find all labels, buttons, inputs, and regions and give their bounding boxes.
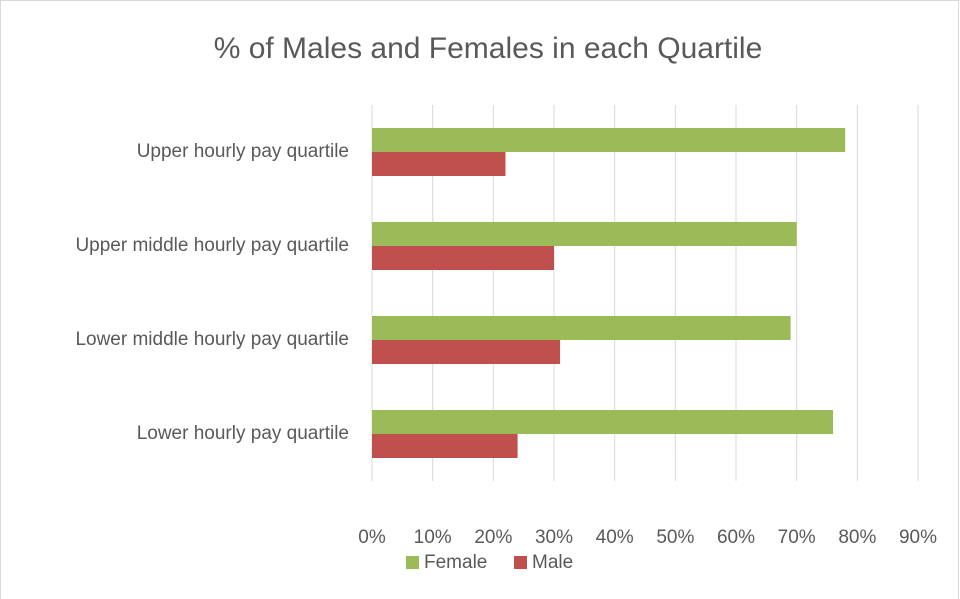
x-tick-label: 50%: [656, 527, 694, 548]
x-tick-label: 10%: [414, 527, 452, 548]
bar: [372, 152, 506, 176]
x-tick-label: 20%: [474, 527, 512, 548]
x-tick-label: 70%: [778, 527, 816, 548]
legend-swatch: [514, 556, 527, 569]
y-tick-label: Upper middle hourly pay quartile: [75, 235, 349, 256]
legend-label: Female: [424, 552, 487, 573]
y-tick-label: Upper hourly pay quartile: [137, 141, 349, 162]
x-tick-label: 0%: [358, 527, 386, 548]
bar: [372, 410, 834, 434]
x-tick-label: 40%: [596, 527, 634, 548]
bar: [372, 222, 797, 246]
x-tick-label: 30%: [535, 527, 573, 548]
x-tick-label: 60%: [717, 527, 755, 548]
chart-title: % of Males and Females in each Quartile: [214, 32, 763, 65]
bar: [372, 128, 846, 152]
x-tick-label: 90%: [899, 527, 937, 548]
bar: [372, 246, 554, 270]
legend-swatch: [406, 556, 419, 569]
legend-label: Male: [532, 552, 573, 573]
x-tick-label: 80%: [838, 527, 876, 548]
y-tick-label: Lower middle hourly pay quartile: [75, 329, 349, 350]
y-tick-label: Lower hourly pay quartile: [137, 423, 349, 444]
bar: [372, 340, 561, 364]
bar: [372, 316, 791, 340]
bar: [372, 434, 518, 458]
